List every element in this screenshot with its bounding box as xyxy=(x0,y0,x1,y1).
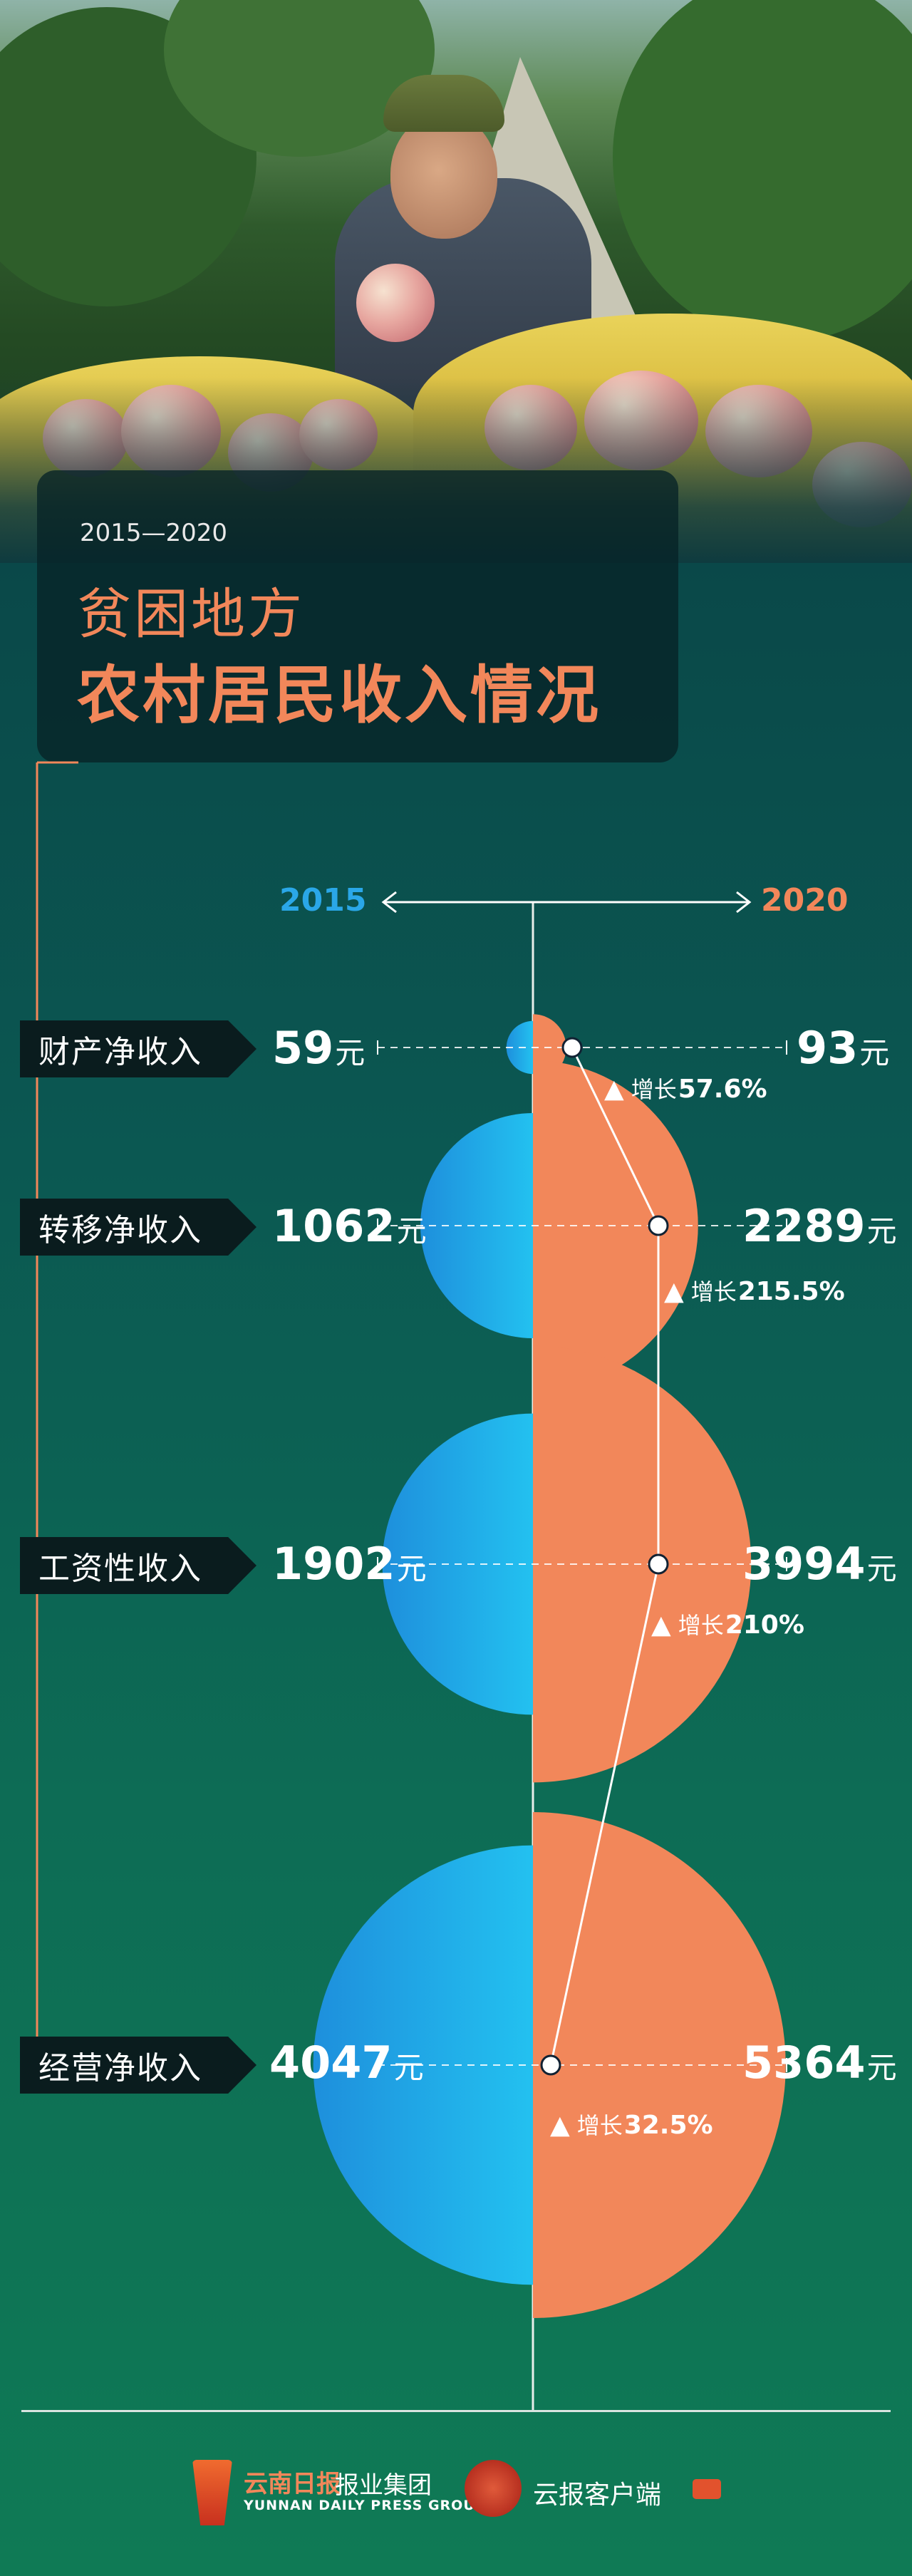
value-2015: 1902元 xyxy=(272,1538,427,1590)
bubble-2020 xyxy=(533,1345,752,1783)
value-2020: 2289元 xyxy=(742,1200,897,1252)
year-label-2015: 2015 xyxy=(279,882,367,919)
bubble-2020 xyxy=(533,1812,786,2318)
value-2020: 5364元 xyxy=(742,2037,897,2089)
app-name: 云报客户端 xyxy=(533,2481,662,2510)
growth-marker xyxy=(648,1553,669,1575)
category-label: 工资性收入 xyxy=(20,1537,256,1594)
year-label-2020: 2020 xyxy=(761,882,849,919)
brand-mark: 云南日报 xyxy=(244,2470,341,2498)
arrow-left-icon xyxy=(381,891,397,914)
growth-connector xyxy=(549,1047,660,2066)
growth-label: ▲ 增长215.5% xyxy=(664,1277,845,1306)
category-label: 转移净收入 xyxy=(20,1199,256,1256)
year-range: 2015—2020 xyxy=(80,519,228,547)
category-label: 经营净收入 xyxy=(20,2037,256,2094)
growth-marker xyxy=(561,1037,583,1058)
growth-marker xyxy=(540,2054,561,2076)
brand-name-english: YUNNAN DAILY PRESS GROUP xyxy=(244,2498,486,2513)
page-title-line2: 农村居民收入情况 xyxy=(77,658,602,732)
footer-divider xyxy=(21,2410,891,2412)
page-title-line1: 贫困地方 xyxy=(77,582,305,646)
value-2020: 3994元 xyxy=(742,1538,897,1590)
value-2015: 4047元 xyxy=(269,2037,424,2089)
app-tag-badge xyxy=(693,2479,721,2499)
title-box xyxy=(37,470,678,762)
growth-label: ▲ 增长57.6% xyxy=(604,1075,767,1104)
growth-label: ▲ 增长32.5% xyxy=(550,2111,713,2140)
growth-marker xyxy=(648,1215,669,1236)
value-2020: 93元 xyxy=(797,1022,890,1074)
growth-label: ▲ 增长210% xyxy=(651,1610,804,1640)
value-2015: 1062元 xyxy=(272,1200,427,1252)
category-label: 财产净收入 xyxy=(20,1020,256,1077)
yunbao-app-logo-icon xyxy=(465,2460,522,2517)
brand-name: 报业集团 xyxy=(335,2471,432,2500)
bubble-2015 xyxy=(420,1113,533,1338)
arrow-right-icon xyxy=(736,891,752,914)
value-2015: 59元 xyxy=(272,1022,366,1074)
